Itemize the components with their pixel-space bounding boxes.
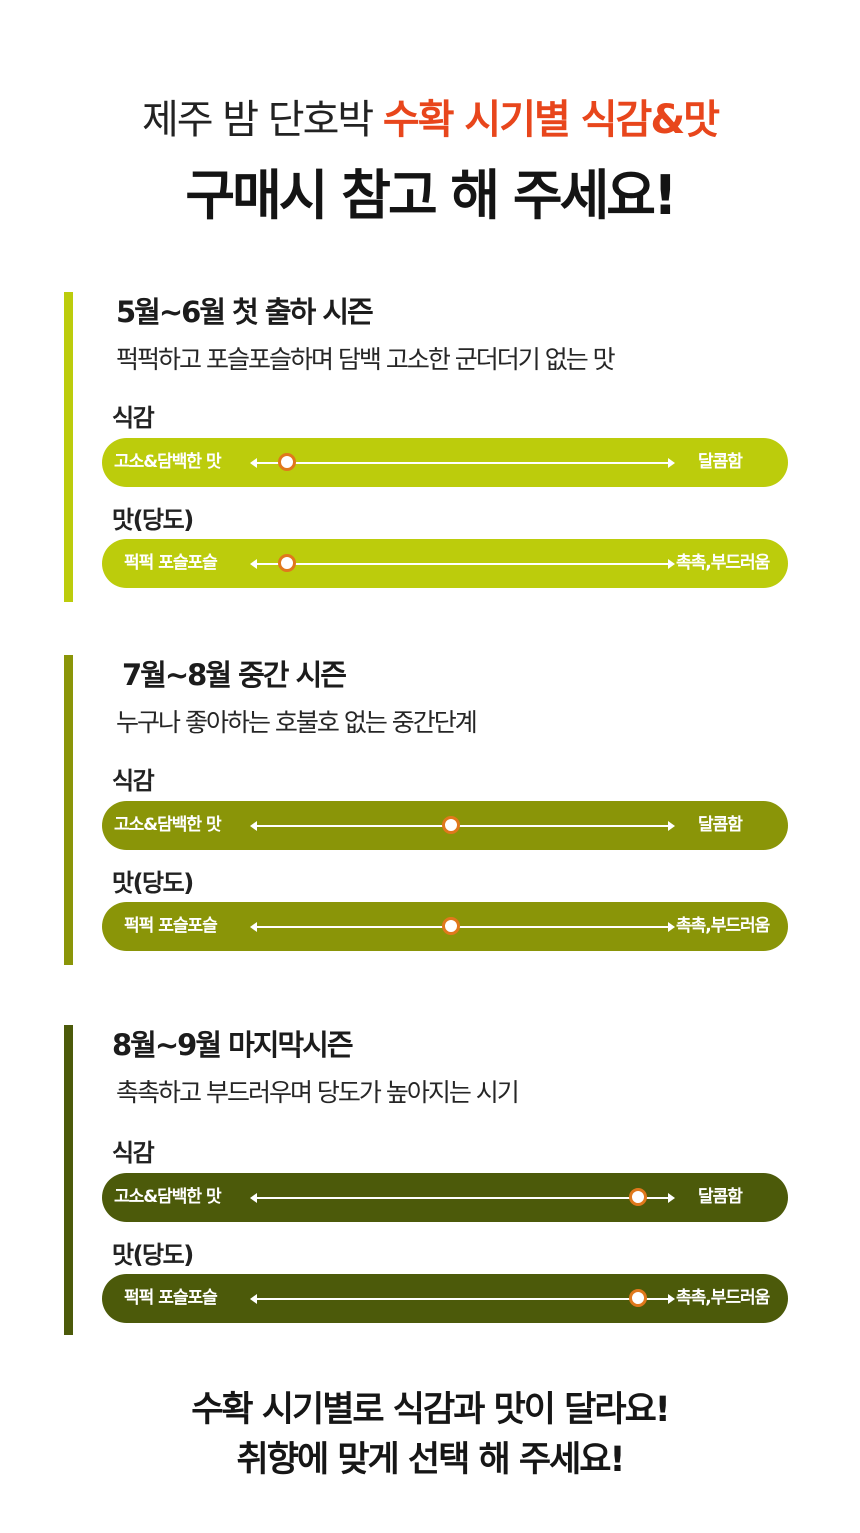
- scale-track: [252, 926, 672, 928]
- season-description: 촉촉하고 부드러우며 당도가 높아지는 시기: [116, 1078, 520, 1107]
- scale-knob: [442, 816, 460, 834]
- season-section-2: 7월~8월 중간 시즌 누구나 좋아하는 호불호 없는 중간단계 식감 고소&담…: [64, 655, 804, 965]
- arrow-right-icon: [668, 922, 675, 932]
- scale-left-label: 고소&담백한 맛: [114, 1187, 222, 1207]
- season-bar: [64, 655, 73, 965]
- scale-pill: 퍽퍽 포슬포슬 촉촉,부드러움: [102, 902, 788, 951]
- page-header: 제주 밤 단호박 수확 시기별 식감&맛 구매시 참고 해 주세요!: [0, 92, 860, 236]
- scale-track: [252, 1197, 672, 1199]
- arrow-right-icon: [668, 1294, 675, 1304]
- scale-pill: 고소&담백한 맛 달콤함: [102, 801, 788, 850]
- season-description: 퍽퍽하고 포슬포슬하며 담백 고소한 군더더기 없는 맛: [116, 345, 616, 374]
- scale-track: [252, 825, 672, 827]
- season-section-3: 8월~9월 마지막시즌 촉촉하고 부드러우며 당도가 높아지는 시기 식감 고소…: [64, 1025, 804, 1335]
- scale-right-label: 촉촉,부드러움: [676, 553, 770, 573]
- row-label: 식감: [112, 1139, 155, 1167]
- header-line1-prefix: 제주 밤 단호박: [141, 97, 383, 143]
- scale-knob: [278, 453, 296, 471]
- scale-pill: 고소&담백한 맛 달콤함: [102, 1173, 788, 1222]
- scale-right-label: 달콤함: [698, 1187, 743, 1207]
- page-footer: 수확 시기별로 식감과 맛이 달라요! 취향에 맞게 선택 해 주세요!: [0, 1385, 860, 1485]
- row-label: 맛(당도): [112, 869, 194, 897]
- season-description: 누구나 좋아하는 호불호 없는 중간단계: [116, 708, 478, 737]
- season-title: 8월~9월 마지막시즌: [112, 1028, 354, 1062]
- scale-left-label: 퍽퍽 포슬포슬: [124, 916, 218, 936]
- scale-knob: [629, 1289, 647, 1307]
- scale-knob: [278, 554, 296, 572]
- scale-pill: 퍽퍽 포슬포슬 촉촉,부드러움: [102, 539, 788, 588]
- header-line1-accent: 수확 시기별 식감&맛: [382, 97, 720, 143]
- scale-pill: 퍽퍽 포슬포슬 촉촉,부드러움: [102, 1274, 788, 1323]
- row-label: 맛(당도): [112, 506, 194, 534]
- scale-right-label: 촉촉,부드러움: [676, 916, 770, 936]
- season-section-1: 5월~6월 첫 출하 시즌 퍽퍽하고 포슬포슬하며 담백 고소한 군더더기 없는…: [64, 292, 804, 602]
- season-title: 5월~6월 첫 출하 시즌: [116, 295, 374, 329]
- footer-line2: 취향에 맞게 선택 해 주세요!: [236, 1440, 626, 1480]
- footer-line1: 수확 시기별로 식감과 맛이 달라요!: [191, 1390, 671, 1430]
- row-label: 식감: [112, 767, 155, 795]
- scale-right-label: 달콤함: [698, 452, 743, 472]
- header-line2: 구매시 참고 해 주세요!: [185, 164, 677, 227]
- row-label: 식감: [112, 404, 155, 432]
- scale-left-label: 고소&담백한 맛: [114, 815, 222, 835]
- scale-right-label: 달콤함: [698, 815, 743, 835]
- scale-right-label: 촉촉,부드러움: [676, 1288, 770, 1308]
- scale-knob: [442, 917, 460, 935]
- scale-track: [252, 462, 672, 464]
- scale-left-label: 퍽퍽 포슬포슬: [124, 1288, 218, 1308]
- scale-knob: [629, 1188, 647, 1206]
- row-label: 맛(당도): [112, 1241, 194, 1269]
- season-title: 7월~8월 중간 시즌: [122, 658, 347, 692]
- scale-left-label: 퍽퍽 포슬포슬: [124, 553, 218, 573]
- scale-pill: 고소&담백한 맛 달콤함: [102, 438, 788, 487]
- season-bar: [64, 292, 73, 602]
- header-line1: 제주 밤 단호박 수확 시기별 식감&맛: [0, 92, 860, 148]
- arrow-right-icon: [668, 559, 675, 569]
- scale-track: [252, 1298, 672, 1300]
- arrow-right-icon: [668, 821, 675, 831]
- arrow-right-icon: [668, 458, 675, 468]
- season-bar: [64, 1025, 73, 1335]
- scale-track: [252, 563, 672, 565]
- arrow-right-icon: [668, 1193, 675, 1203]
- scale-left-label: 고소&담백한 맛: [114, 452, 222, 472]
